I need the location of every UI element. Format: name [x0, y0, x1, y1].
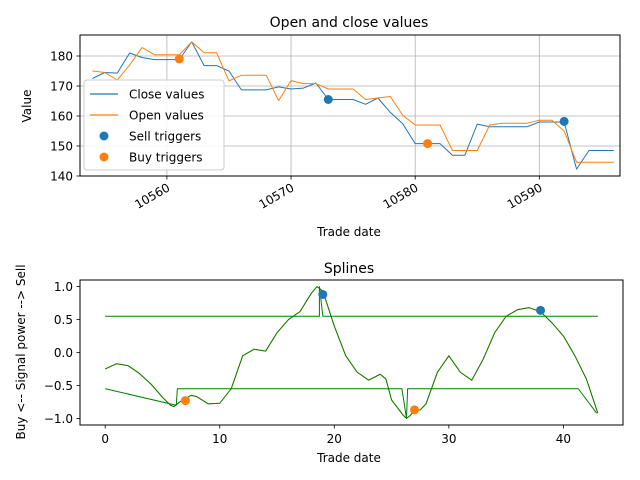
series-5-point [410, 405, 420, 415]
buy-triggers-legend-label: Buy triggers [129, 151, 203, 165]
y-tick-label: 1.0 [54, 280, 73, 294]
x-tick-label: 20 [327, 432, 342, 446]
chart-splines: Splines 0 10 20 30 40 −1.0 −0.5 0.0 0.5 1.0 Trade… [14, 261, 624, 465]
close-values-legend-label: Close values [129, 88, 205, 102]
chart-open-close: Open and close values 10560 10570 10580 105… [20, 15, 621, 239]
sell-triggers-legend-swatch [99, 131, 109, 141]
x-axis-label: Trade date [316, 225, 381, 239]
x-tick-label: 10570 [256, 180, 296, 211]
series-group [92, 41, 614, 170]
series-1-line [104, 286, 599, 419]
x-axis-label: Trade date [316, 451, 381, 465]
sell-triggers-legend-label: Sell triggers [129, 130, 201, 144]
buy-triggers-point [423, 139, 433, 149]
y-tick-label: 150 [50, 140, 73, 154]
chart-title: Splines [324, 261, 374, 277]
sell-triggers-point [559, 116, 569, 126]
y-tick-label: −1.0 [44, 412, 73, 426]
x-tick-label: 10560 [132, 180, 172, 211]
y-tick-label: 180 [50, 50, 73, 64]
series-4-point [318, 290, 328, 299]
x-tick-label: 40 [556, 432, 571, 446]
plot-frame [79, 279, 624, 426]
y-tick-label: 0.5 [54, 313, 73, 327]
y-tick-label: 160 [50, 110, 73, 124]
series-group [104, 286, 599, 419]
x-tick-label: 30 [441, 432, 456, 446]
x-tick-label: 10 [212, 432, 227, 446]
series-3-line [105, 388, 598, 419]
legend-box [83, 79, 225, 171]
x-tick-label: 10590 [505, 180, 545, 211]
plot-frame [79, 34, 621, 177]
series-2-line [105, 286, 598, 317]
y-tick-label: 170 [50, 80, 73, 94]
open-values-legend-label: Open values [129, 109, 204, 123]
series-5-point [180, 396, 190, 406]
legend: Close values Open values Sell triggers Buy … [83, 79, 225, 171]
buy-triggers-legend-swatch [99, 152, 109, 162]
sell-triggers-point [323, 95, 333, 104]
y-tick-label: −0.5 [44, 379, 73, 393]
x-tick-label: 0 [101, 432, 109, 446]
y-tick-label: 0.0 [54, 346, 73, 360]
y-tick-label: 140 [50, 170, 73, 184]
y-axis-label: Buy <-- Signal power --> Sell [14, 264, 28, 439]
chart-title: Open and close values [270, 15, 429, 31]
ticks: 0 10 20 30 40 −1.0 −0.5 0.0 0.5 1.0 [44, 280, 571, 446]
buy-triggers-point [174, 54, 184, 64]
series-0-line [104, 286, 599, 419]
y-axis-label: Value [20, 90, 34, 123]
x-tick-label: 10580 [381, 180, 421, 211]
series-4-point [536, 305, 546, 315]
